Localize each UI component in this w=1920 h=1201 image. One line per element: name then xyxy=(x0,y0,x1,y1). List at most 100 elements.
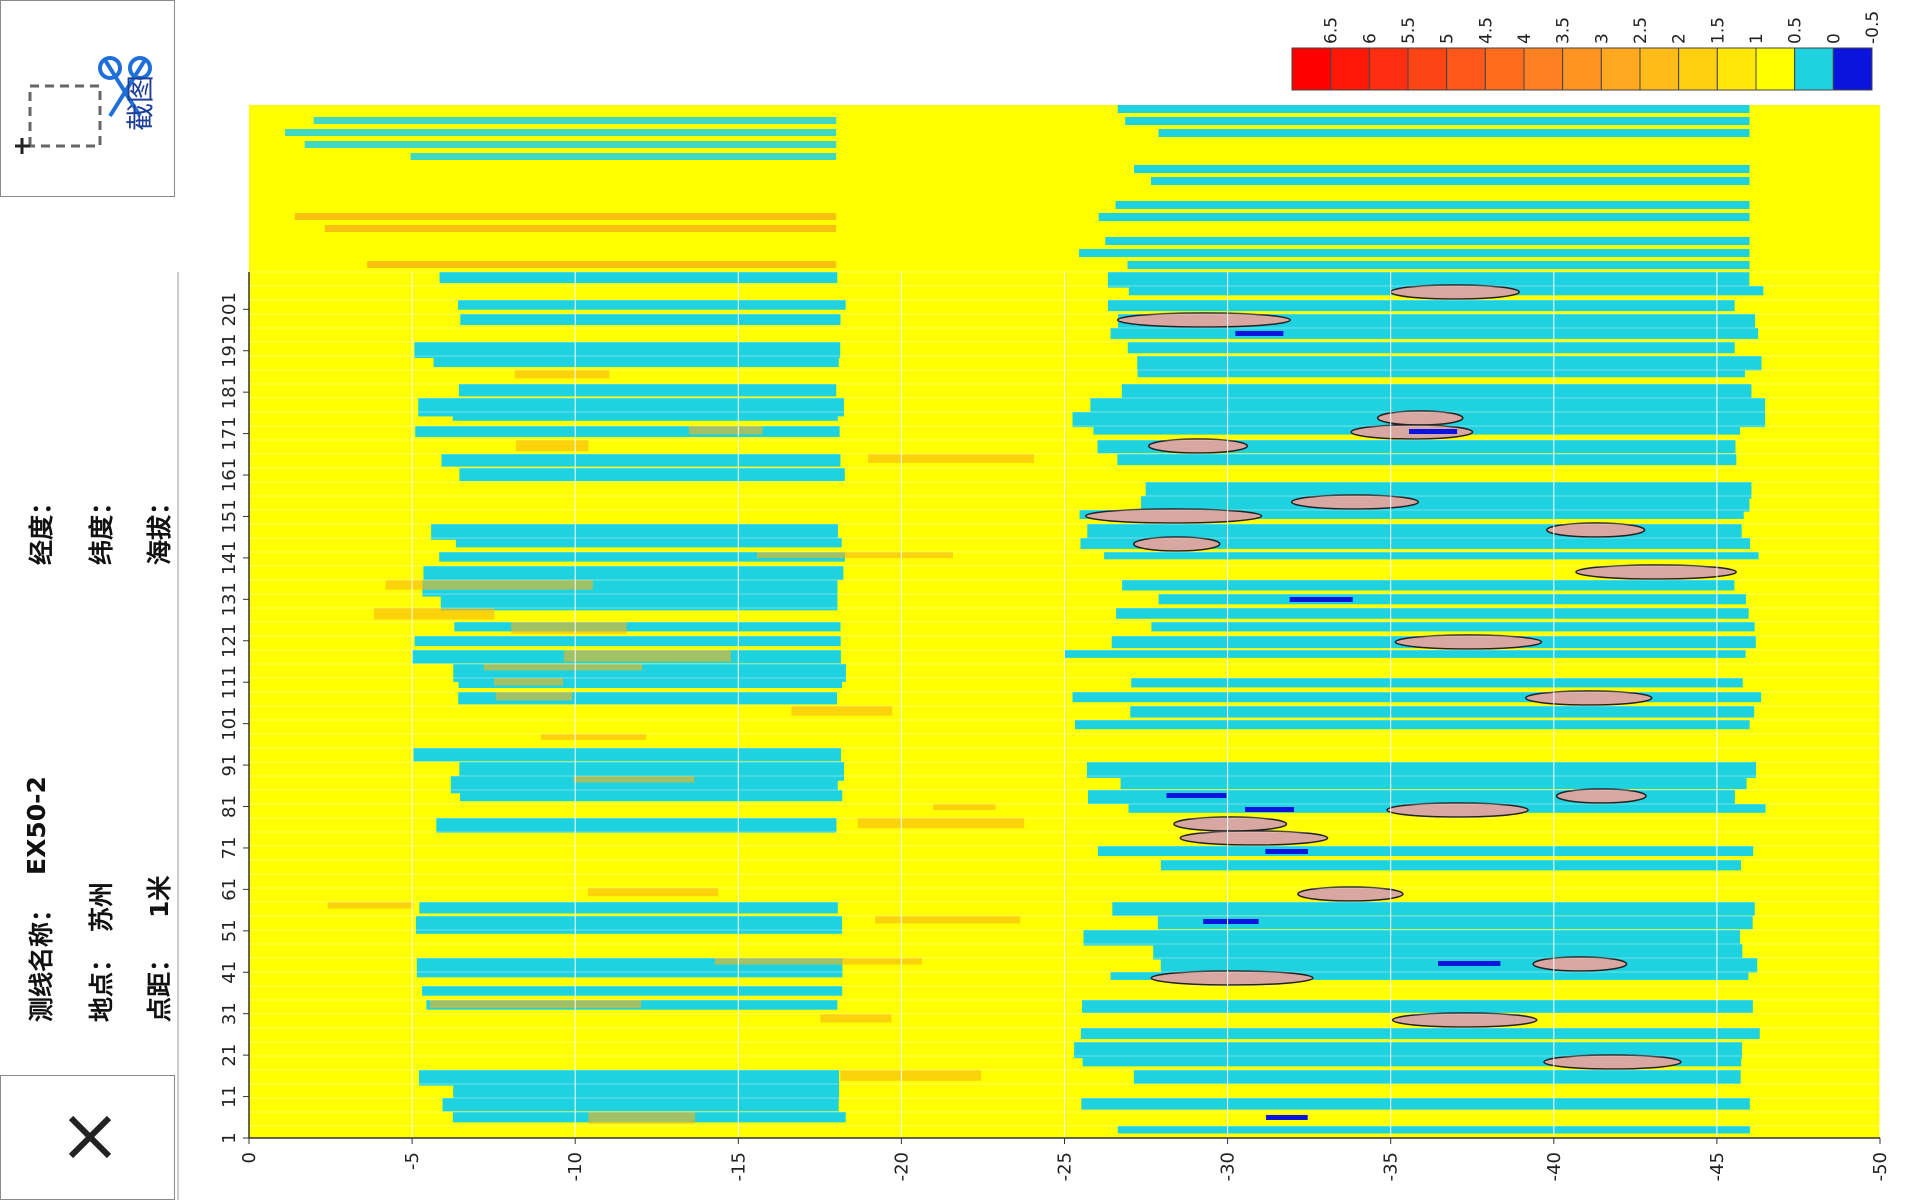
contour-closed xyxy=(1532,956,1628,972)
station-tick-label: 41 xyxy=(219,961,240,984)
heatmap-cell xyxy=(933,804,996,811)
heatmap-cell xyxy=(459,790,843,802)
heatmap-cell xyxy=(433,356,839,368)
depth-tick-label: -25 xyxy=(1055,1152,1076,1181)
heatmap-cell xyxy=(1134,165,1750,173)
depth-tick-label: -45 xyxy=(1707,1152,1728,1181)
heatmap-cell xyxy=(714,958,922,965)
heatmap-cell xyxy=(460,314,841,326)
contour-closed xyxy=(1389,284,1520,300)
station-tick-label: 31 xyxy=(219,1002,240,1025)
heatmap-cell xyxy=(304,141,837,148)
colorbar-swatch xyxy=(1678,47,1718,91)
heatmap-cell xyxy=(1133,1070,1741,1084)
heatmap-cell xyxy=(1105,237,1750,245)
heatmap-cell xyxy=(450,776,838,794)
heatmap-cell xyxy=(1289,597,1353,602)
heatmap-cell xyxy=(1081,1098,1750,1110)
contour-closed xyxy=(1297,886,1404,902)
heatmap-cell xyxy=(419,902,838,914)
heatmap-cell xyxy=(1097,846,1754,857)
station-tick-label: 201 xyxy=(219,292,240,326)
heatmap-cell xyxy=(1074,720,1750,730)
colorbar-label: 4 xyxy=(1515,33,1535,44)
heatmap-cell xyxy=(414,342,841,359)
heatmap-cell xyxy=(1166,793,1227,798)
heatmap-cell xyxy=(1104,552,1759,560)
heatmap-cell xyxy=(1137,356,1762,371)
heatmap-cell xyxy=(1115,201,1750,209)
contour-closed xyxy=(1132,536,1221,552)
heatmap-cell xyxy=(1130,706,1755,718)
contour-closed xyxy=(1394,634,1543,650)
heatmap-cell xyxy=(459,468,845,482)
station-tick-label: 91 xyxy=(219,754,240,777)
heatmap-cell xyxy=(1086,762,1756,778)
heatmap-cell xyxy=(791,706,893,716)
heatmap-cell xyxy=(442,1098,839,1112)
station-tick-label: 191 xyxy=(219,334,240,368)
colorbar-label: 1.5 xyxy=(1708,17,1728,44)
depth-tick-label: -20 xyxy=(891,1152,912,1181)
close-button[interactable] xyxy=(0,1075,175,1200)
colorbar-label: 3 xyxy=(1592,33,1612,44)
heatmap-cell xyxy=(458,300,846,310)
colorbar-label: 3.5 xyxy=(1554,17,1574,44)
close-icon xyxy=(68,1115,112,1159)
heatmap-cell xyxy=(436,818,837,833)
heatmap-cell xyxy=(1158,594,1746,605)
screenshot-button[interactable]: 截图 xyxy=(0,0,175,197)
heatmap-cell xyxy=(495,692,573,701)
colorbar-swatch xyxy=(1368,47,1409,91)
heatmap-cell xyxy=(588,1112,696,1124)
contour-closed xyxy=(1116,312,1291,328)
heatmap-cell xyxy=(313,117,837,124)
heatmap-cell xyxy=(1079,510,1744,519)
heatmap-cell xyxy=(1079,249,1750,257)
heatmap-cell xyxy=(1409,429,1458,434)
station-tick-label: 71 xyxy=(219,836,240,859)
contour-closed xyxy=(1084,508,1263,524)
contour-closed xyxy=(1150,970,1314,986)
station-tick-label: 131 xyxy=(219,582,240,616)
heatmap-cell xyxy=(1110,328,1759,339)
colorbar-label: 6 xyxy=(1360,33,1380,44)
heatmap-cell xyxy=(1107,272,1750,288)
station-tick-label: 141 xyxy=(219,541,240,575)
colorbar-label: 0 xyxy=(1824,33,1844,44)
colorbar-swatch xyxy=(1794,47,1834,91)
heatmap-cell xyxy=(541,734,647,741)
heatmap-cell xyxy=(1245,807,1295,812)
heatmap-cell xyxy=(414,636,841,647)
station-tick-label: 11 xyxy=(219,1085,240,1108)
heatmap-cell xyxy=(1203,919,1259,924)
heatmap-cell xyxy=(1157,916,1753,930)
depth-tick-label: -15 xyxy=(728,1152,749,1181)
heatmap-cell xyxy=(1150,177,1750,185)
heatmap-cell xyxy=(1090,398,1766,412)
heatmap-cell xyxy=(418,1070,840,1086)
colorbar-swatch xyxy=(1716,47,1757,91)
heatmap-cell xyxy=(1080,1028,1760,1040)
heatmap-cell xyxy=(439,272,838,284)
x-axis-ticks: 1112131415161718191101111121131141151161… xyxy=(219,292,249,1144)
heatmap-cell xyxy=(1083,930,1741,946)
heatmap-cell xyxy=(1127,342,1735,354)
heatmap-cell xyxy=(1082,1000,1753,1013)
station-tick-label: 51 xyxy=(219,919,240,942)
heatmap-cell xyxy=(458,678,842,689)
heatmap-cell xyxy=(857,818,1025,829)
heatmap-cell xyxy=(1151,622,1755,632)
heatmap-cell xyxy=(423,566,844,580)
depth-tick-label: -40 xyxy=(1544,1152,1565,1181)
colorbar-label: 4.5 xyxy=(1476,17,1496,44)
heatmap-cell xyxy=(587,888,719,897)
depth-tick-label: -5 xyxy=(402,1152,423,1170)
heatmap-cell xyxy=(415,916,843,934)
station-tick-label: 171 xyxy=(219,416,240,450)
heatmap-cell xyxy=(1064,650,1746,658)
colorbar-swatch xyxy=(1755,47,1796,91)
scissors-icon xyxy=(15,56,152,154)
station-tick-label: 161 xyxy=(219,458,240,492)
heatmap-cell xyxy=(820,1014,892,1023)
